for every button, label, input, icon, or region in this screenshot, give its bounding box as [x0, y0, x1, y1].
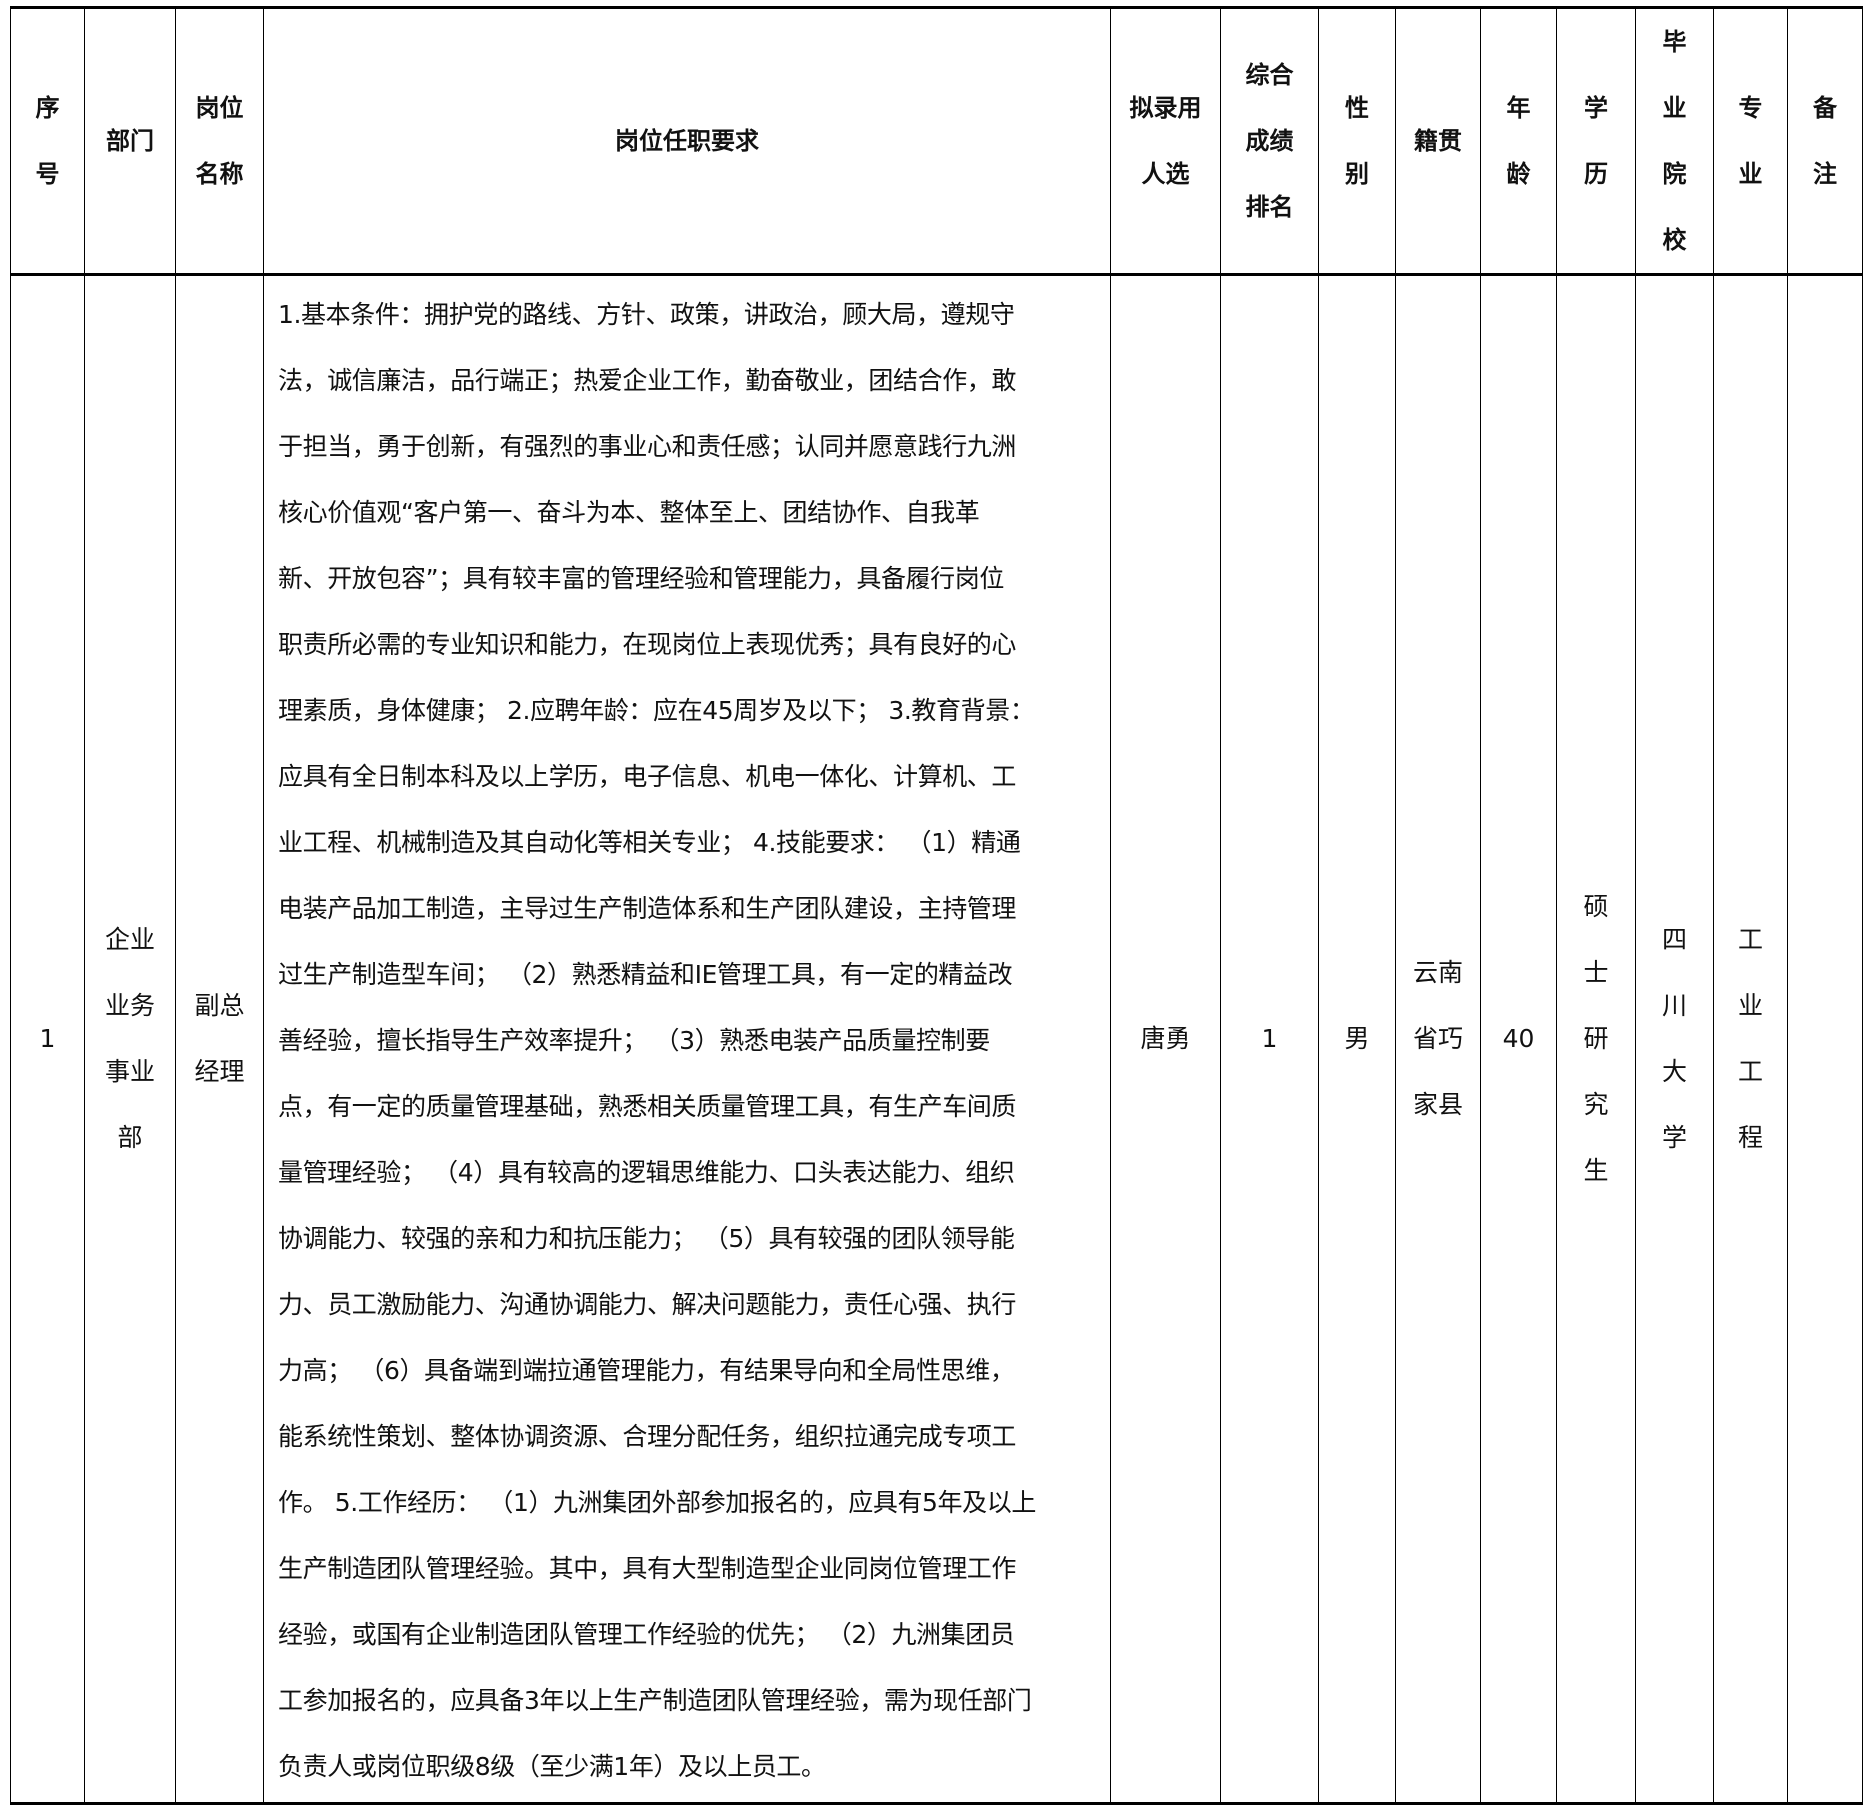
- header-gender: 性 别: [1318, 7, 1396, 275]
- requirements-line: 量管理经验； （4）具有较高的逻辑思维能力、口头表达能力、组织: [278, 1158, 1015, 1187]
- requirements-line: 职责所必需的专业知识和能力，在现岗位上表现优秀；具有良好的心: [278, 630, 1017, 659]
- cell-major: 工 业 工 程: [1713, 274, 1788, 1804]
- requirements-line: 点，有一定的质量管理基础，熟悉相关质量管理工具，有生产车间质: [278, 1092, 1017, 1121]
- header-requirements: 岗位任职要求: [263, 7, 1111, 275]
- requirements-line: 新、开放包容”；具有较丰富的管理经验和管理能力，具备履行岗位: [278, 564, 1004, 593]
- cell-requirements: 1.基本条件：拥护党的路线、方针、政策，讲政治，顾大局，遵规守 法，诚信廉洁，品行…: [263, 274, 1111, 1804]
- header-row: 序 号 部门 岗位 名称 岗位任职要求 拟录用 人选 综合 成绩 排名 性 别 …: [10, 7, 1863, 275]
- table-row: 1 企业 业务 事业 部 副总 经理 1.基本条件：拥护党的路线、方针、政策，讲…: [10, 274, 1863, 1804]
- cell-department: 企业 业务 事业 部: [84, 274, 176, 1804]
- cell-age: 40: [1480, 274, 1557, 1804]
- requirements-line: 能系统性策划、整体协调资源、合理分配任务，组织拉通完成专项工: [278, 1422, 1017, 1451]
- requirements-line: 过生产制造型车间； （2）熟悉精益和IE管理工具，有一定的精益改: [278, 960, 1013, 989]
- header-school: 毕 业 院 校: [1635, 7, 1714, 275]
- header-candidate: 拟录用 人选: [1110, 7, 1221, 275]
- cell-school: 四 川 大 学: [1635, 274, 1714, 1804]
- requirements-line: 1.基本条件：拥护党的路线、方针、政策，讲政治，顾大局，遵规守: [278, 300, 1015, 329]
- cell-candidate: 唐勇: [1110, 274, 1221, 1804]
- cell-remarks: [1787, 274, 1863, 1804]
- cell-native-place: 云南 省巧 家县: [1395, 274, 1481, 1804]
- requirements-line: 应具有全日制本科及以上学历，电子信息、机电一体化、计算机、工: [278, 762, 1017, 791]
- requirements-line: 电装产品加工制造，主导过生产制造体系和生产团队建设，主持管理: [278, 894, 1017, 923]
- requirements-line: 生产制造团队管理经验。其中，具有大型制造型企业同岗位管理工作: [278, 1554, 1017, 1583]
- header-rank: 综合 成绩 排名: [1220, 7, 1319, 275]
- cell-education: 硕 士 研 究 生: [1556, 274, 1636, 1804]
- header-education: 学 历: [1556, 7, 1636, 275]
- header-department: 部门: [84, 7, 176, 275]
- cell-position: 副总 经理: [175, 274, 264, 1804]
- header-age: 年 龄: [1480, 7, 1557, 275]
- requirements-line: 工参加报名的，应具备3年以上生产制造团队管理经验，需为现任部门: [278, 1686, 1032, 1715]
- requirements-line: 作。 5.工作经历： （1）九洲集团外部参加报名的，应具有5年及以上: [278, 1488, 1036, 1517]
- requirements-line: 善经验，擅长指导生产效率提升； （3）熟悉电装产品质量控制要: [278, 1026, 990, 1055]
- cell-index: 1: [10, 274, 85, 1804]
- requirements-line: 经验，或国有企业制造团队管理工作经验的优先； （2）九洲集团员: [278, 1620, 1015, 1649]
- header-major: 专 业: [1713, 7, 1788, 275]
- requirements-line: 法，诚信廉洁，品行端正；热爱企业工作，勤奋敬业，团结合作，敢: [278, 366, 1017, 395]
- requirements-line: 核心价值观“客户第一、奋斗为本、整体至上、团结协作、自我革: [278, 498, 980, 527]
- header-position: 岗位 名称: [175, 7, 264, 275]
- requirements-line: 负责人或岗位职级8级（至少满1年）及以上员工。: [278, 1752, 826, 1781]
- requirements-line: 力高； （6）具备端到端拉通管理能力，有结果导向和全局性思维，: [278, 1356, 1015, 1385]
- requirements-line: 协调能力、较强的亲和力和抗压能力； （5）具有较强的团队领导能: [278, 1224, 1015, 1253]
- requirements-line: 力、员工激励能力、沟通协调能力、解决问题能力，责任心强、执行: [278, 1290, 1017, 1319]
- requirements-line: 于担当，勇于创新，有强烈的事业心和责任感；认同并愿意践行九洲: [278, 432, 1017, 461]
- recruitment-table: 序 号 部门 岗位 名称 岗位任职要求 拟录用 人选 综合 成绩 排名 性 别 …: [10, 6, 1863, 1805]
- header-native-place: 籍贯: [1395, 7, 1481, 275]
- cell-gender: 男: [1318, 274, 1396, 1804]
- requirements-line: 理素质，身体健康； 2.应聘年龄：应在45周岁及以下； 3.教育背景：: [278, 696, 1035, 725]
- requirements-line: 业工程、机械制造及其自动化等相关专业； 4.技能要求： （1）精通: [278, 828, 1021, 857]
- header-index: 序 号: [10, 7, 85, 275]
- header-remarks: 备 注: [1787, 7, 1863, 275]
- cell-rank: 1: [1220, 274, 1319, 1804]
